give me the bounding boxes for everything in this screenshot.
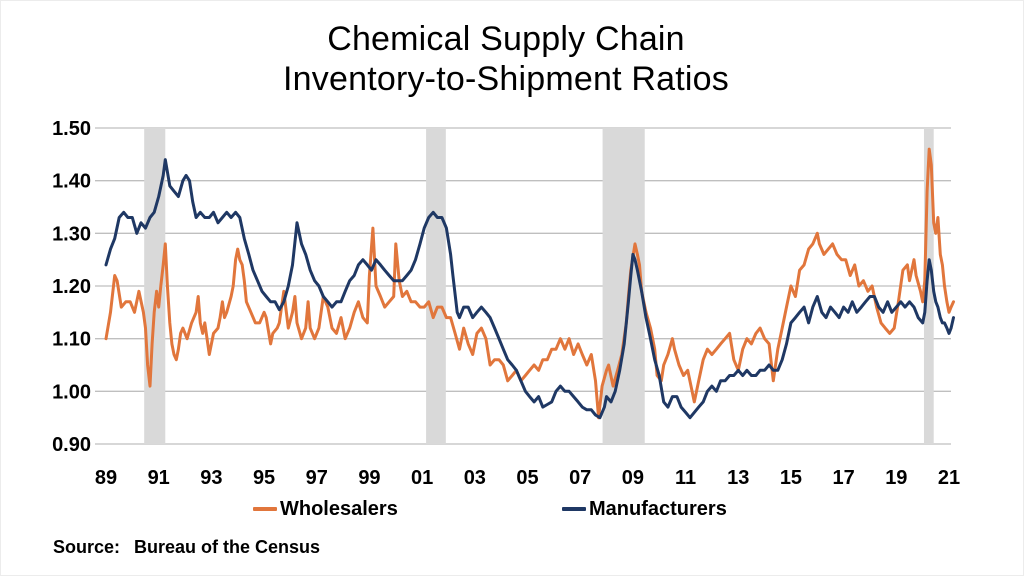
wholesalers-series-line	[104, 147, 955, 420]
recession-band	[144, 128, 166, 444]
x-axis-tick-label: 93	[200, 467, 222, 489]
chart-title: Chemical Supply Chain Inventory-to-Shipm…	[1, 19, 1011, 99]
legend-label-wholesalers: Wholesalers	[280, 498, 398, 520]
x-axis-tick-label: 91	[148, 467, 170, 489]
chart-title-line2: Inventory-to-Shipment Ratios	[283, 60, 729, 98]
x-axis-tick-label: 97	[306, 467, 328, 489]
y-axis-tick-label: 1.10	[52, 329, 91, 351]
y-axis-tick-label: 1.40	[52, 171, 91, 193]
x-axis-tick-label: 95	[253, 467, 275, 489]
y-axis-tick-label: 1.50	[52, 118, 91, 140]
legend-item-manufacturers: Manufacturers	[562, 496, 727, 522]
y-axis-tick-label: 1.30	[52, 223, 91, 245]
wholesalers-line-swatch-icon	[253, 507, 277, 511]
source-text: Bureau of the Census	[134, 537, 321, 557]
x-axis-tick-label: 13	[727, 467, 749, 489]
x-axis-tick-label: 15	[780, 467, 802, 489]
x-axis-tick-label: 19	[885, 467, 907, 489]
chart-title-line1: Chemical Supply Chain	[327, 20, 685, 58]
manufacturers-series-line	[104, 158, 955, 420]
legend-label-manufacturers: Manufacturers	[589, 498, 727, 520]
x-axis-tick-label: 03	[464, 467, 486, 489]
recession-band	[923, 128, 934, 444]
chart-legend: Wholesalers Manufacturers	[1, 496, 1023, 522]
source-label: Source:	[53, 537, 121, 557]
x-axis-tick-label: 07	[569, 467, 591, 489]
x-axis-tick-label: 11	[675, 467, 696, 489]
y-axis-tick-label: 0.90	[52, 434, 91, 456]
legend-item-wholesalers: Wholesalers	[253, 496, 398, 522]
x-axis-tick-label: 17	[833, 467, 855, 489]
x-axis-tick-label: 99	[358, 467, 380, 489]
x-axis-tick-label: 09	[622, 467, 644, 489]
x-axis-tick-label: 01	[411, 467, 433, 489]
x-axis-tick-label: 05	[516, 467, 538, 489]
y-axis-tick-label: 1.00	[52, 381, 91, 403]
recession-band	[426, 128, 446, 444]
recession-band	[602, 128, 645, 444]
x-axis-tick-label: 89	[95, 467, 117, 489]
y-axis-tick-label: 1.20	[52, 276, 91, 298]
manufacturers-line-swatch-icon	[562, 507, 586, 511]
source-line: Source: Bureau of the Census	[53, 537, 320, 558]
x-axis-tick-label: 21	[938, 467, 960, 489]
